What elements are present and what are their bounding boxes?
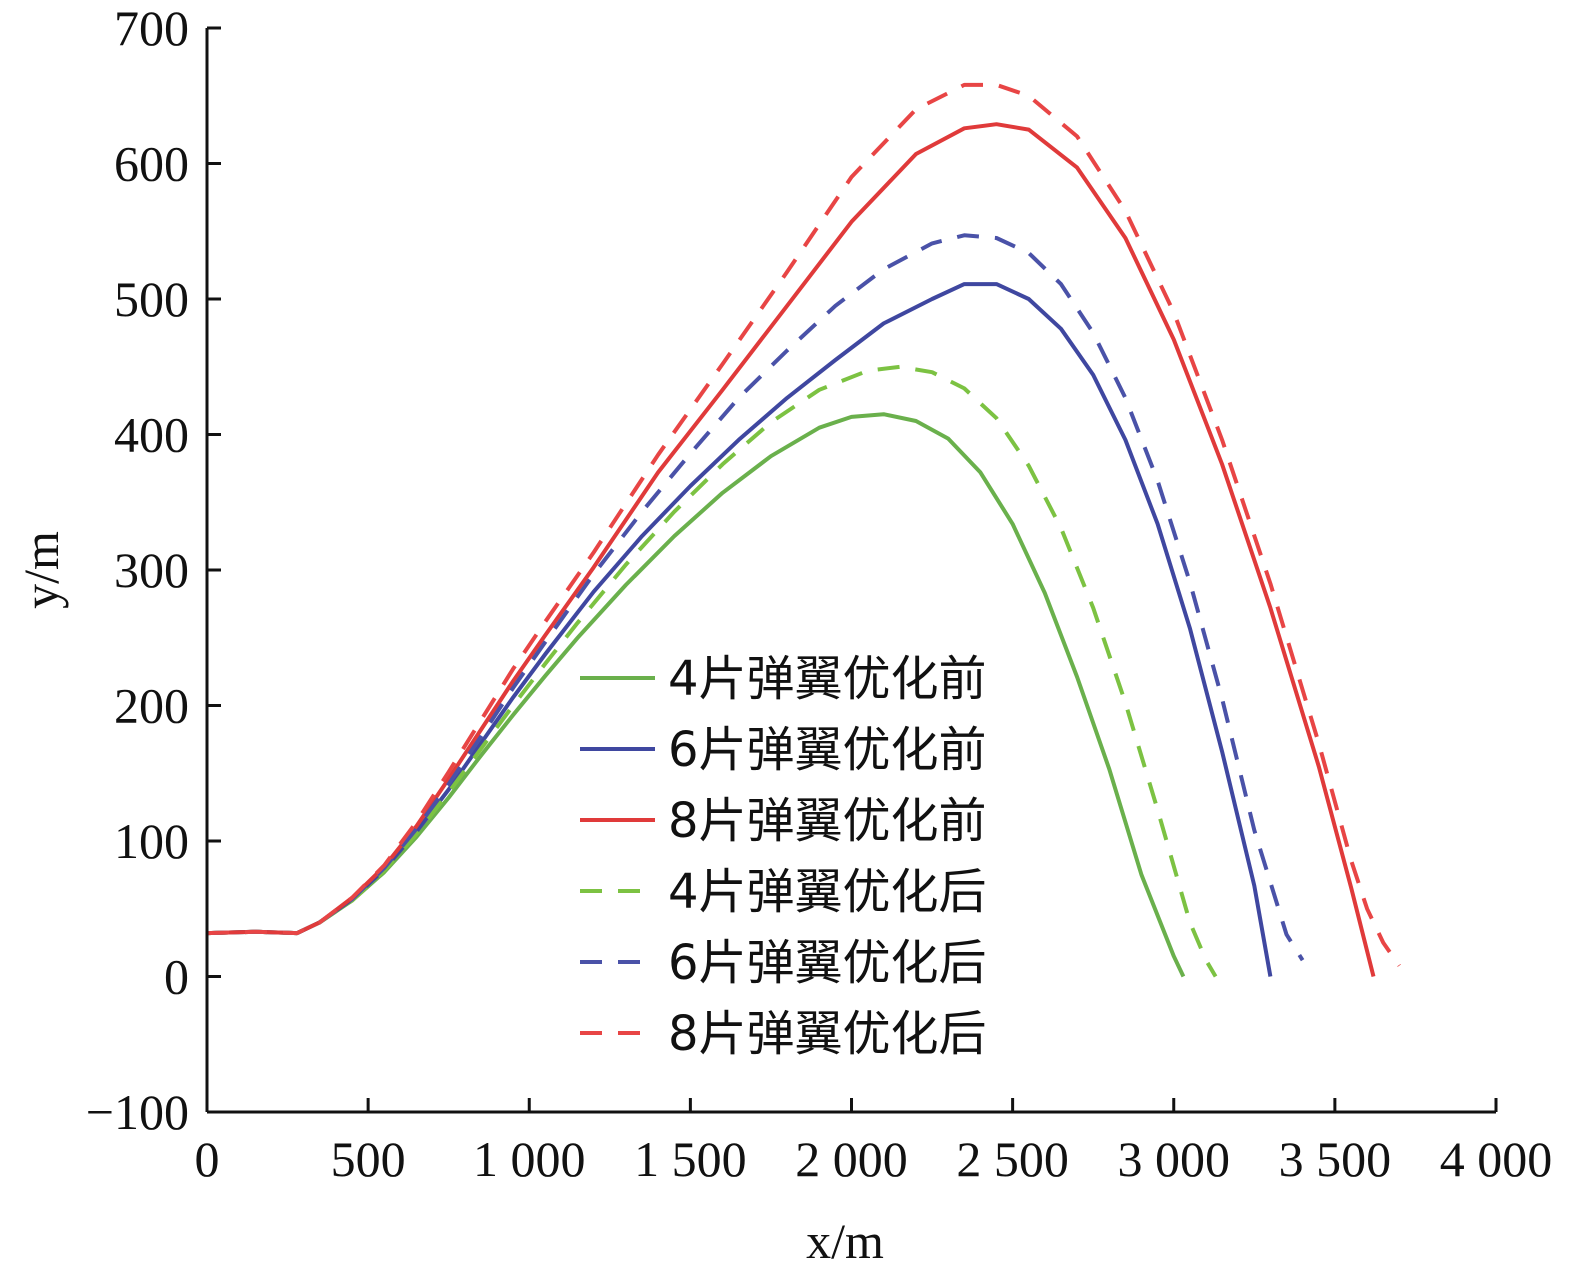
x-tick-label: 1 000 (473, 1131, 586, 1187)
legend-label-5: 6片弹翼优化后 (668, 935, 987, 991)
y-tick-label: 600 (114, 136, 189, 192)
x-ticks (205, 1098, 1498, 1112)
x-tick-label: 1 500 (634, 1131, 747, 1187)
x-axis-label: x/m (806, 1213, 884, 1269)
x-tick-labels: 0 500 1 000 1 500 2 000 2 500 3 000 3 500 4 000 (195, 1131, 1553, 1187)
y-tick-label: 500 (114, 271, 189, 327)
x-tick-label: 3 500 (1279, 1131, 1392, 1187)
y-tick-label: 200 (114, 678, 189, 734)
x-tick-label: 4 000 (1440, 1131, 1553, 1187)
legend-label-2: 6片弹翼优化前 (668, 722, 987, 778)
legend-label-3: 8片弹翼优化前 (668, 793, 987, 849)
series-line-6 (206, 82, 1401, 967)
y-tick-label: 300 (114, 542, 189, 598)
x-tick-label: 500 (331, 1131, 406, 1187)
y-tick-label: −100 (86, 1084, 189, 1140)
y-tick-label: 100 (114, 813, 189, 869)
y-tick-label: 400 (114, 407, 189, 463)
x-tick-label: 0 (195, 1131, 220, 1187)
legend-label-6: 8片弹翼优化后 (668, 1006, 987, 1062)
y-tick-labels: −100 0 100 200 300 400 500 600 700 (86, 0, 189, 1140)
y-ticks (207, 26, 221, 1114)
series-layer (206, 82, 1401, 978)
series-line-3 (206, 122, 1376, 977)
legend: 4片弹翼优化前 6片弹翼优化前 8片弹翼优化前 4片弹翼优化后 6片弹翼优化后 8片弹翼优… (580, 651, 987, 1062)
x-tick-label: 2 500 (956, 1131, 1069, 1187)
y-tick-label: 700 (114, 0, 189, 56)
series-line-5 (206, 233, 1305, 962)
legend-label-1: 4片弹翼优化前 (668, 651, 987, 707)
y-tick-label: 0 (164, 949, 189, 1005)
y-axis-label: y/m (13, 531, 69, 609)
legend-label-4: 4片弹翼优化后 (668, 864, 987, 920)
x-tick-label: 3 000 (1118, 1131, 1231, 1187)
x-tick-label: 2 000 (795, 1131, 908, 1187)
